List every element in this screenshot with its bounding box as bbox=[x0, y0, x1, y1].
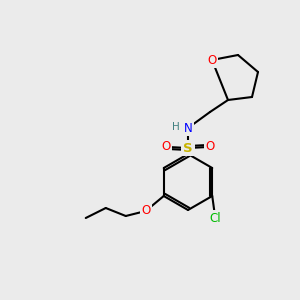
Text: S: S bbox=[183, 142, 193, 154]
Text: O: O bbox=[161, 140, 171, 154]
Text: O: O bbox=[207, 53, 217, 67]
Text: N: N bbox=[184, 122, 192, 134]
Text: O: O bbox=[206, 140, 214, 154]
Text: H: H bbox=[172, 122, 180, 132]
Text: Cl: Cl bbox=[209, 212, 221, 224]
Text: O: O bbox=[141, 205, 150, 218]
